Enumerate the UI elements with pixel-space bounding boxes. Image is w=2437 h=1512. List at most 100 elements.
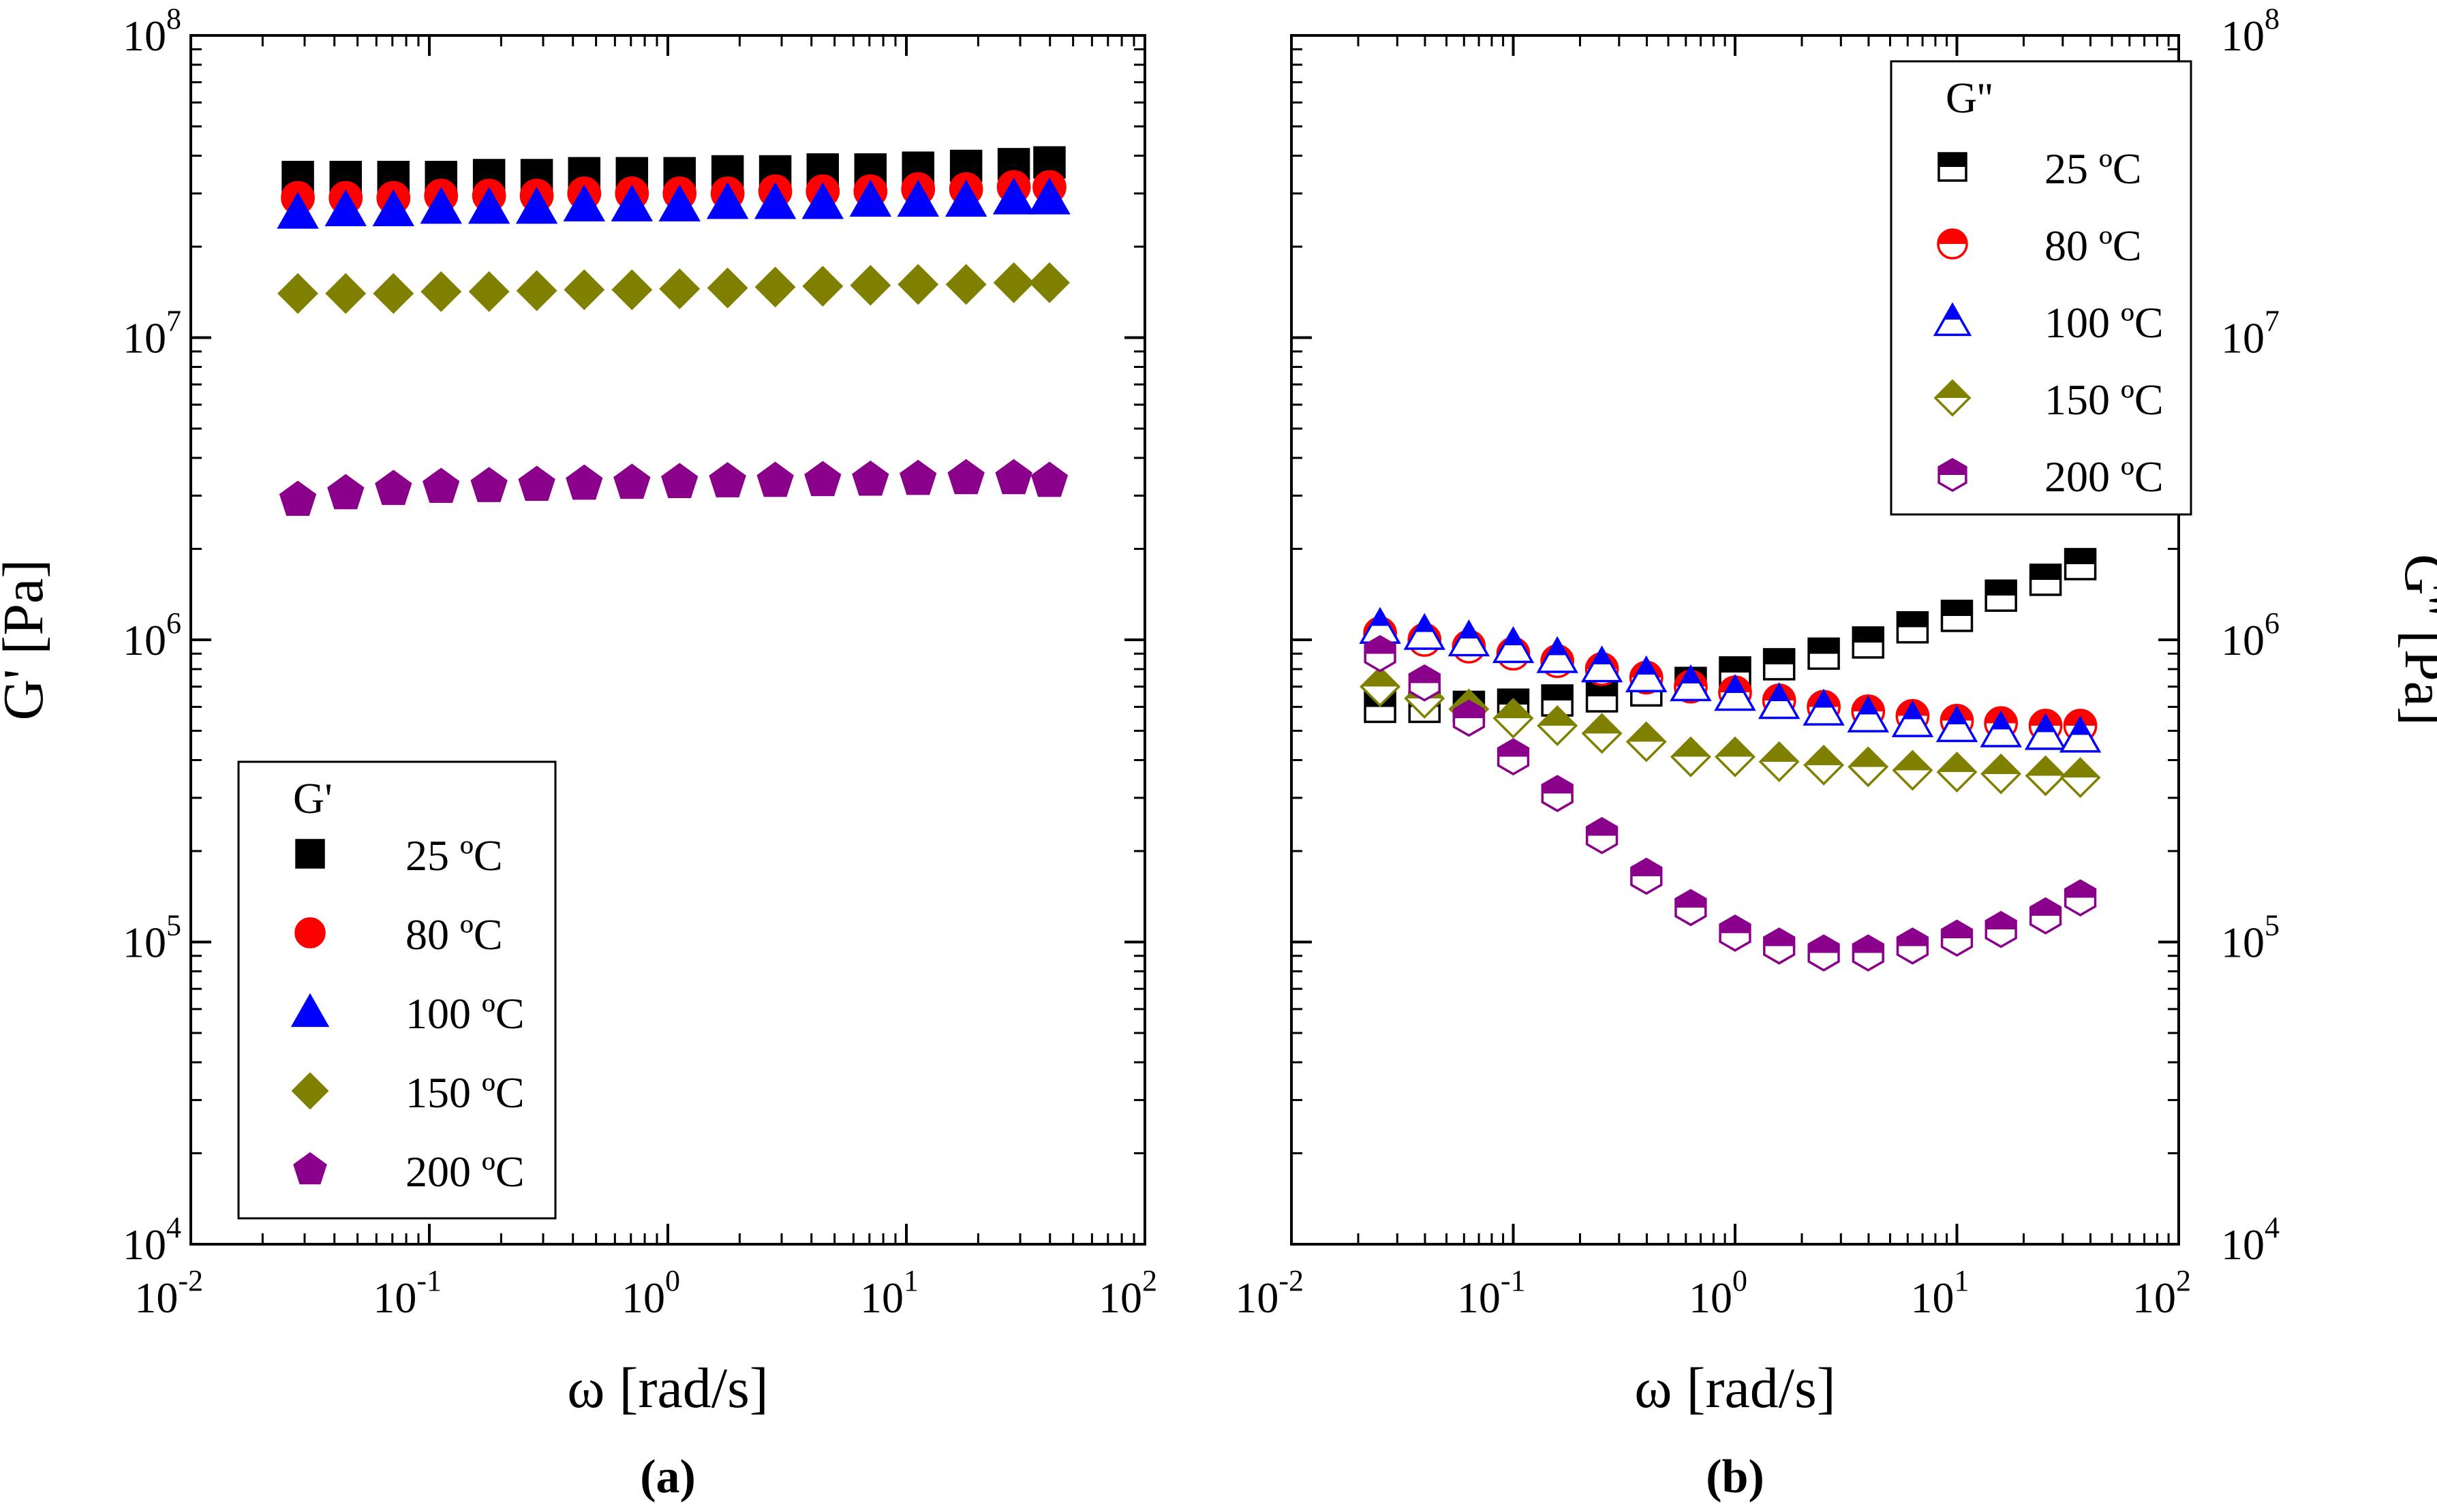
data-point: [804, 461, 842, 497]
panel-a: 10-2 10-1 100 101 102 104 105 106 107 108 ω [rad/s…: [0, 2, 1157, 1503]
data-point: [611, 269, 653, 311]
x-tick-label: 101: [1911, 1264, 1969, 1322]
data-point: [1408, 664, 1441, 702]
legend-symbol: [1933, 302, 1972, 337]
data-point: [613, 463, 651, 499]
y-tick-label: 107: [123, 305, 181, 362]
x-tick-label: 10-2: [134, 1264, 203, 1322]
data-point: [2059, 757, 2101, 799]
data-point: [468, 271, 510, 312]
series-4: [1364, 634, 2097, 972]
data-point: [658, 184, 701, 221]
legend-symbol: [293, 1152, 327, 1185]
data-point: [1852, 626, 1885, 659]
data-point: [1670, 664, 1712, 702]
legend-label: 200 ºC: [2044, 452, 2164, 501]
data-point: [1364, 634, 1396, 673]
legend: G' 25 ºC 80 ºC 100 ºC 150 ºC 200 ºC: [237, 760, 557, 1220]
data-point: [1984, 910, 2017, 948]
data-point: [756, 461, 794, 497]
x-axis-label: ω [rad/s]: [567, 1357, 769, 1420]
legend-label: 25 ºC: [2044, 144, 2142, 193]
data-point: [659, 268, 701, 309]
data-point: [661, 463, 699, 498]
panel-b: 10-2 10-1 100 101 102 104 105 106 107 108 ω [rad/s…: [1235, 2, 2437, 1503]
data-point: [1581, 713, 1623, 754]
data-point: [1536, 636, 1578, 673]
data-point: [372, 189, 415, 226]
data-point: [1896, 611, 1929, 644]
y-axis-ticks: [191, 34, 1145, 1246]
series-4: [279, 459, 1069, 516]
legend-symbol: [294, 917, 326, 948]
data-point: [2064, 548, 2097, 581]
y-axis-label: G' [Pa]: [0, 559, 55, 721]
data-point: [1447, 619, 1490, 657]
data-point: [1625, 655, 1668, 693]
data-point: [1891, 700, 1934, 737]
legend-label: 100 ºC: [405, 989, 525, 1038]
data-point: [2024, 713, 2067, 750]
data-point: [470, 467, 508, 502]
data-point: [1763, 927, 1796, 965]
legend-symbol: [291, 1072, 329, 1110]
data-point: [1980, 753, 2022, 794]
data-point: [1758, 741, 1800, 782]
data-point: [327, 474, 365, 510]
data-point: [566, 464, 603, 500]
data-point: [1492, 626, 1535, 664]
x-tick-label: 100: [622, 1264, 680, 1322]
data-point: [420, 271, 462, 312]
data-point: [802, 266, 844, 307]
x-tick-label: 10-1: [1457, 1264, 1526, 1322]
x-tick-label: 102: [1099, 1264, 1157, 1322]
data-point: [2025, 755, 2066, 797]
data-point: [1028, 177, 1071, 215]
data-point: [1847, 695, 1889, 732]
data-point: [1980, 710, 2022, 747]
data-point: [1935, 705, 1978, 743]
y-tick-label: 107: [2221, 305, 2280, 362]
data-point: [1936, 752, 1978, 793]
data-point: [1803, 688, 1845, 726]
data-point: [1807, 934, 1840, 972]
data-point: [2029, 564, 2062, 596]
data-point: [1803, 744, 1845, 786]
x-tick-label: 102: [2132, 1264, 2191, 1322]
data-point: [420, 187, 462, 224]
data-point: [1674, 889, 1707, 927]
data-point: [277, 191, 319, 229]
data-point: [947, 459, 985, 495]
data-point: [1360, 666, 1401, 707]
data-point: [1892, 750, 1933, 791]
x-tick-label: 10-1: [373, 1264, 442, 1322]
data-point: [277, 273, 319, 314]
data-point: [900, 459, 937, 495]
x-axis-ticks: [189, 35, 1146, 1244]
legend-symbol: [290, 993, 330, 1028]
data-point: [852, 460, 889, 496]
y-tick-label: 105: [2221, 909, 2280, 967]
data-point: [898, 264, 939, 305]
legend-label: 80 ºC: [405, 910, 503, 959]
legend-label: 150 ºC: [405, 1068, 525, 1117]
data-point: [754, 182, 797, 219]
data-point: [563, 184, 605, 221]
data-point: [279, 480, 317, 516]
data-point: [1625, 721, 1667, 762]
data-point: [1715, 736, 1756, 777]
data-point: [423, 467, 460, 504]
legend-symbol: [1933, 379, 1972, 417]
data-point: [325, 273, 367, 314]
data-point: [516, 270, 557, 311]
x-tick-label: 10-2: [1235, 1264, 1304, 1322]
legend-box: [1890, 60, 2192, 516]
data-point: [1670, 736, 1711, 777]
data-point: [850, 264, 891, 306]
data-point: [2029, 897, 2062, 935]
data-point: [1896, 927, 1929, 965]
data-point: [1940, 919, 1974, 957]
data-point: [897, 179, 939, 217]
data-point: [945, 264, 987, 305]
x-axis-label: ω [rad/s]: [1634, 1357, 1836, 1420]
